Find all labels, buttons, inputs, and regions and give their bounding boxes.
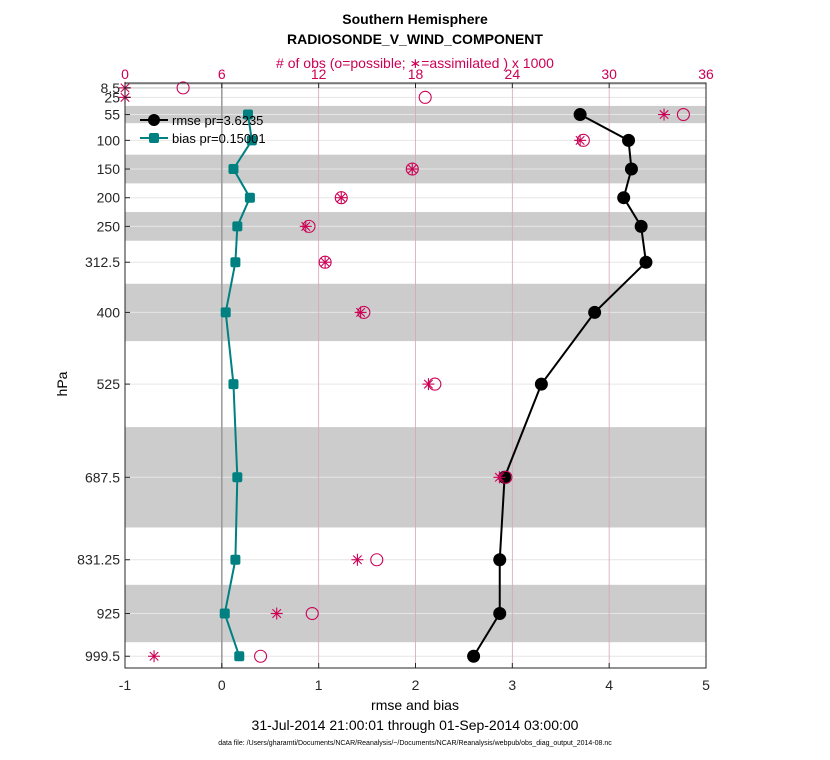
obs-assimilated-marker [299, 220, 312, 233]
star-stroke [407, 164, 417, 174]
left-tick-label: 925 [97, 606, 121, 622]
obs-layer [119, 81, 690, 663]
bottom-tick-label: 5 [702, 677, 710, 693]
bottom-tick-label: 4 [605, 677, 613, 693]
obs-assimilated-marker [335, 191, 348, 204]
top-axis-label: # of obs (o=possible; ∗=assimilated ) x … [276, 55, 554, 71]
left-tick-label: 525 [97, 376, 121, 392]
rmse-point [493, 607, 507, 621]
bias-point [228, 164, 239, 175]
rmse-point [624, 162, 638, 176]
obs-assimilated-marker [148, 650, 161, 663]
top-tick-label: 6 [218, 66, 226, 82]
obs-possible-marker [370, 553, 384, 567]
legend-entry: bias pr=0.15001 [172, 131, 266, 146]
rmse-point [573, 108, 587, 122]
bias-point [230, 257, 241, 268]
obs-assimilated-marker [270, 607, 283, 620]
obs-possible-marker [676, 107, 690, 122]
rmse-point [588, 305, 602, 319]
obs-assimilated-marker [351, 553, 364, 566]
star-stroke [659, 109, 669, 120]
left-tick-label: 150 [97, 161, 121, 177]
x-axis-label: rmse and bias [371, 697, 459, 713]
obs-assimilated-marker [422, 378, 435, 391]
y-axis-label: hPa [54, 371, 70, 396]
data-file-footnote: data file: /Users/gharamti/Documents/NCA… [218, 740, 612, 747]
bottom-tick-label: 1 [315, 677, 323, 693]
star-stroke [336, 193, 346, 203]
rmse-point [622, 133, 636, 147]
left-tick-label: 25 [104, 89, 120, 105]
rmse-point [493, 553, 507, 567]
legend-entry: rmse pr=3.6235 [172, 113, 263, 128]
top-tick-label: 18 [408, 66, 424, 82]
date-range: 31-Jul-2014 21:00:01 through 01-Sep-2014… [252, 717, 579, 733]
rmse-point [534, 377, 548, 391]
bias-point [230, 554, 241, 565]
star-stroke [149, 651, 159, 661]
left-tick-label: 312.5 [85, 254, 120, 270]
left-tick-label: 55 [104, 107, 120, 123]
obs-possible-marker [305, 606, 319, 621]
chart-title: Southern Hemisphere [342, 11, 488, 27]
bias-point [234, 651, 245, 662]
top-tick-label: 36 [698, 66, 714, 82]
legend-rmse-marker [148, 114, 160, 126]
rmse-point [634, 219, 648, 233]
series-layer [219, 108, 653, 663]
obs-assimilated-marker [493, 471, 506, 484]
obs-possible-marker [176, 81, 190, 95]
top-tick-label: 24 [505, 66, 521, 82]
bottom-tick-label: 0 [218, 677, 226, 693]
star-stroke [320, 257, 330, 267]
rmse-point [617, 191, 631, 205]
left-tick-label: 100 [97, 132, 121, 148]
star-stroke [494, 472, 505, 482]
bottom-tick-label: -1 [119, 677, 132, 693]
bias-point [228, 379, 239, 390]
left-tick-label: 400 [97, 304, 121, 320]
star-stroke [301, 221, 311, 232]
star-stroke [355, 307, 366, 318]
rmse-point [639, 255, 653, 269]
obs-possible-marker [418, 90, 432, 104]
obs-assimilated-marker [574, 134, 587, 147]
bias-point [244, 192, 255, 203]
star-stroke [352, 555, 363, 565]
star-stroke [423, 379, 434, 389]
legend-bias-marker [149, 133, 159, 143]
obs-assimilated-marker [406, 163, 419, 176]
bottom-tick-label: 3 [508, 677, 516, 693]
bias-point [232, 472, 243, 483]
top-tick-label: 12 [311, 66, 327, 82]
left-tick-label: 250 [97, 218, 121, 234]
left-tick-label: 831.25 [77, 552, 120, 568]
bias-point [242, 109, 253, 120]
bias-point [220, 307, 231, 318]
rmse-point [467, 649, 481, 663]
bias-point [219, 608, 230, 619]
star-stroke [575, 135, 585, 145]
obs-assimilated-marker [354, 306, 367, 319]
bottom-tick-label: 2 [412, 677, 420, 693]
obs-possible-marker [254, 649, 268, 663]
axis-ticks: -1 0 1 2 3 4 50 6 12 18 24 30 368.525551001502002503… [77, 66, 714, 693]
star-stroke [272, 608, 282, 619]
obs-assimilated-marker [658, 108, 671, 121]
bias-point [232, 221, 243, 232]
legend: rmse pr=3.6235 bias pr=0.15001 [140, 113, 266, 146]
left-tick-label: 687.5 [85, 469, 120, 485]
left-tick-label: 8.5 [101, 80, 121, 96]
top-tick-label: 30 [601, 66, 617, 82]
bias-point [246, 135, 257, 146]
top-tick-label: 0 [121, 66, 129, 82]
chart-subtitle: RADIOSONDE_V_WIND_COMPONENT [287, 31, 543, 47]
left-tick-label: 999.5 [85, 648, 120, 664]
left-tick-label: 200 [97, 190, 121, 206]
obs-assimilated-marker [319, 256, 332, 269]
